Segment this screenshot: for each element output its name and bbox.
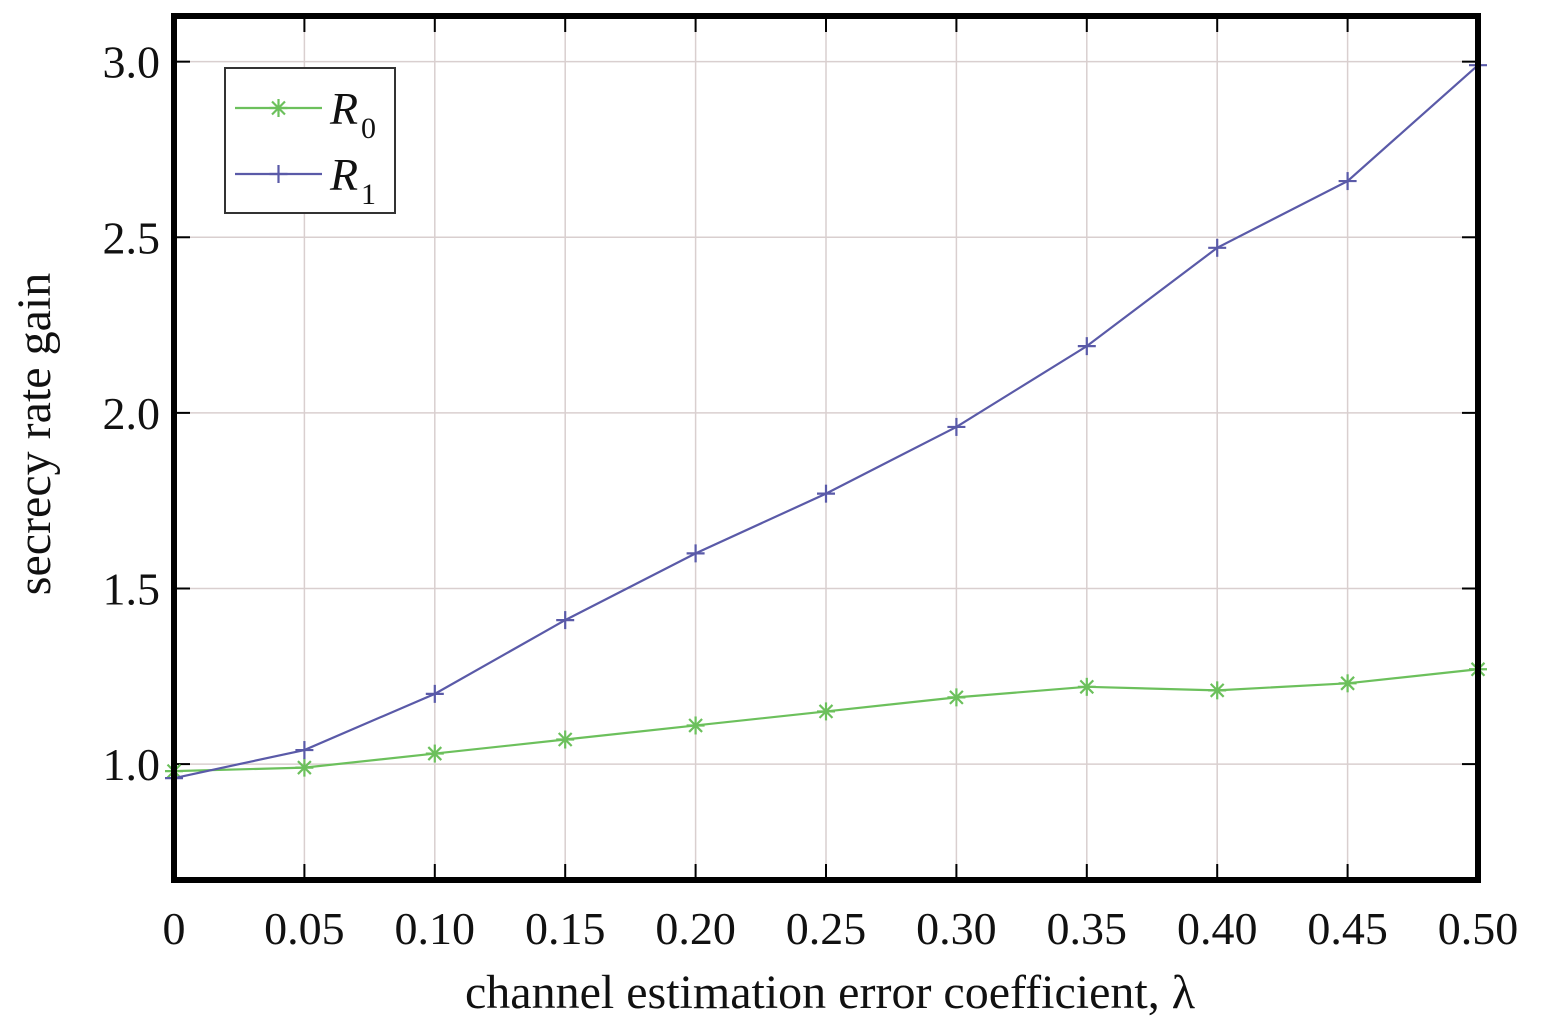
data-point: [686, 544, 705, 563]
tick-labels: 0 0.05 0.10 0.15 0.20 0.25 0.30 0.35 0.40 0.45 0.5…: [103, 37, 1519, 954]
data-point: [1208, 681, 1227, 700]
y-tick-label: 2.0: [103, 388, 161, 439]
y-tick-label: 1.5: [103, 563, 161, 614]
data-point: [295, 758, 314, 777]
data-point: [425, 684, 444, 703]
data-point: [947, 688, 966, 707]
data-point: [1338, 172, 1357, 191]
x-tick-label: 0.05: [264, 903, 345, 954]
data-point: [556, 730, 575, 749]
data-point: [1077, 677, 1096, 696]
x-axis-label: channel estimation error coefficient, λ: [465, 966, 1196, 1019]
legend-label-subscript: 0: [361, 112, 376, 145]
data-point: [295, 741, 314, 760]
legend-box: [224, 67, 396, 214]
x-tick-label: 0.35: [1047, 903, 1128, 954]
x-tick-label: 0.45: [1307, 903, 1388, 954]
y-tick-label: 2.5: [103, 212, 161, 263]
y-tick-label: 1.0: [103, 739, 161, 790]
data-point: [1077, 337, 1096, 356]
x-tick-label: 0.10: [395, 903, 476, 954]
legend-label: R: [329, 149, 358, 200]
x-tick-label: 0.50: [1438, 903, 1519, 954]
data-point: [817, 702, 835, 721]
data-point: [425, 744, 444, 763]
data-point: [1338, 674, 1357, 693]
data-point: [686, 716, 705, 735]
legend-marker: [269, 165, 288, 183]
x-tick-label: 0.30: [916, 903, 997, 954]
x-tick-label: 0: [163, 903, 186, 954]
plot-frame: [171, 13, 1481, 883]
x-tick-label: 0.15: [525, 903, 606, 954]
legend-label-subscript: 1: [361, 178, 376, 211]
data-point: [817, 484, 835, 503]
y-axis-label: secrecy rate gain: [8, 273, 61, 595]
series-layer: [165, 56, 1487, 788]
data-point: [556, 611, 575, 630]
data-point: [1208, 238, 1227, 257]
y-tick-label: 3.0: [103, 37, 161, 88]
legend: R 0R 1: [224, 67, 396, 214]
x-tick-label: 0.20: [655, 903, 736, 954]
x-tick-label: 0.25: [786, 903, 867, 954]
x-tick-label: 0.40: [1177, 903, 1258, 954]
legend-marker: [269, 99, 288, 117]
series-R1: [165, 56, 1487, 788]
data-point: [947, 417, 966, 436]
legend-label: R: [329, 83, 358, 134]
